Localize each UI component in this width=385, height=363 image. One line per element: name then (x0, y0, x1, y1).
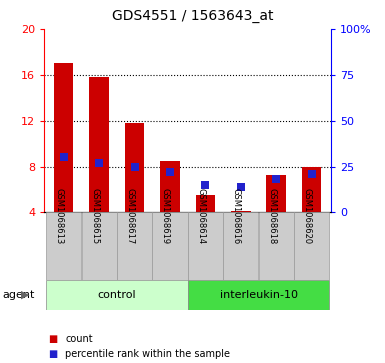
Bar (46, 280, 187, 310)
Point (273, 176, 279, 182)
Text: GDS4551 / 1563643_at: GDS4551 / 1563643_at (112, 9, 273, 23)
Text: GSM1068615: GSM1068615 (90, 188, 99, 244)
Text: GSM1068614: GSM1068614 (196, 188, 205, 244)
Bar (82, 212, 117, 280)
Bar (125, 123, 144, 212)
Bar (54, 64, 74, 212)
Point (132, 164, 138, 170)
Text: count: count (65, 334, 93, 344)
Bar (223, 212, 258, 280)
Text: ■: ■ (48, 334, 57, 344)
Text: ■: ■ (48, 349, 57, 359)
Point (308, 171, 315, 177)
Text: GSM1068616: GSM1068616 (232, 188, 241, 245)
Point (61, 155, 67, 160)
Text: ▶: ▶ (21, 290, 29, 300)
Bar (89, 77, 109, 212)
Bar (259, 212, 294, 280)
Point (167, 169, 173, 175)
Bar (152, 212, 187, 280)
Text: GSM1068617: GSM1068617 (126, 188, 135, 245)
Bar (187, 280, 329, 310)
Text: agent: agent (2, 290, 34, 300)
Text: GSM1068619: GSM1068619 (161, 188, 170, 244)
Text: GSM1068613: GSM1068613 (55, 188, 64, 245)
Text: interleukin-10: interleukin-10 (219, 290, 298, 300)
Bar (117, 212, 152, 280)
Bar (160, 161, 180, 212)
Bar (188, 212, 223, 280)
Bar (302, 167, 321, 212)
Text: control: control (97, 290, 136, 300)
Point (238, 184, 244, 189)
Bar (294, 212, 329, 280)
Bar (231, 211, 251, 212)
Text: GSM1068620: GSM1068620 (303, 188, 311, 244)
Text: GSM1068618: GSM1068618 (267, 188, 276, 245)
Point (96, 160, 102, 166)
Text: percentile rank within the sample: percentile rank within the sample (65, 349, 231, 359)
Point (202, 182, 208, 188)
Bar (46, 212, 81, 280)
Bar (266, 175, 286, 212)
Bar (196, 195, 215, 212)
